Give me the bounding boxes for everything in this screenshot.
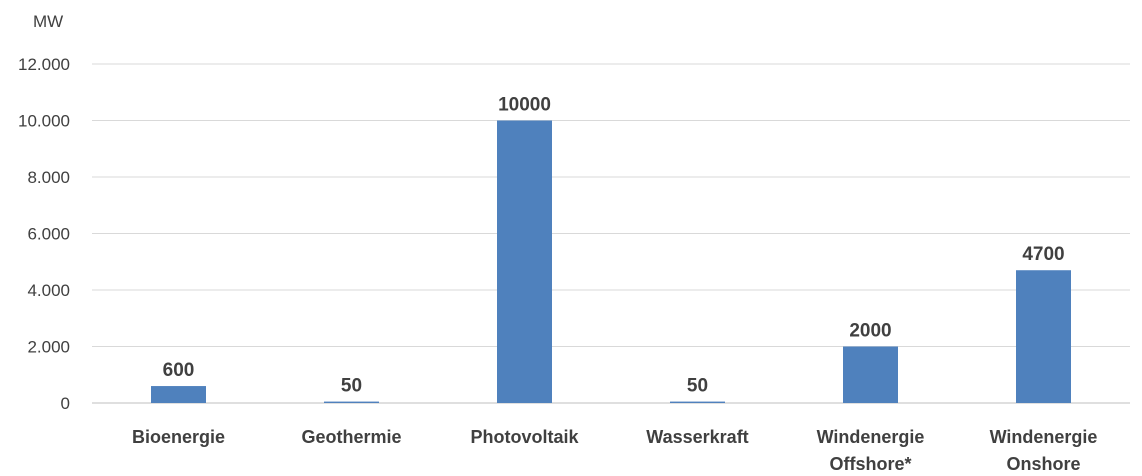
bar <box>1016 270 1071 403</box>
data-label: 600 <box>163 360 195 381</box>
category-label: Windenergie <box>990 427 1098 447</box>
y-tick-label: 8.000 <box>27 168 70 187</box>
y-tick-label: 12.000 <box>18 55 70 74</box>
category-labels: Bioenergie Geothermie Photovoltaik Wasserkr… <box>132 427 1097 474</box>
y-tick-label: 10.000 <box>18 112 70 131</box>
gridlines <box>92 63 1130 404</box>
y-tick-label: 0 <box>61 394 70 413</box>
bar <box>324 401 379 403</box>
category-label: Photovoltaik <box>470 427 579 447</box>
data-label: 50 <box>687 376 708 397</box>
y-tick-labels: 0 2.000 4.000 6.000 8.000 10.000 12.000 <box>18 55 70 413</box>
category-label: Windenergie <box>817 427 925 447</box>
category-label: Bioenergie <box>132 427 225 447</box>
bar <box>497 120 552 403</box>
y-axis-unit-label: MW <box>33 12 63 31</box>
data-label: 4700 <box>1022 244 1064 265</box>
y-tick-label: 4.000 <box>27 281 70 300</box>
data-labels: 600 50 10000 50 2000 4700 <box>163 95 1065 397</box>
data-label: 50 <box>341 376 362 397</box>
category-label: Geothermie <box>301 427 401 447</box>
bar <box>151 386 206 403</box>
data-label: 2000 <box>849 321 891 342</box>
data-label: 10000 <box>498 95 551 116</box>
category-label: Onshore <box>1006 454 1080 474</box>
bar <box>670 401 725 403</box>
bars <box>151 120 1071 403</box>
y-tick-label: 2.000 <box>27 338 70 357</box>
category-label: Wasserkraft <box>646 427 748 447</box>
category-label: Offshore* <box>829 454 911 474</box>
y-tick-label: 6.000 <box>27 225 70 244</box>
bar <box>843 346 898 403</box>
